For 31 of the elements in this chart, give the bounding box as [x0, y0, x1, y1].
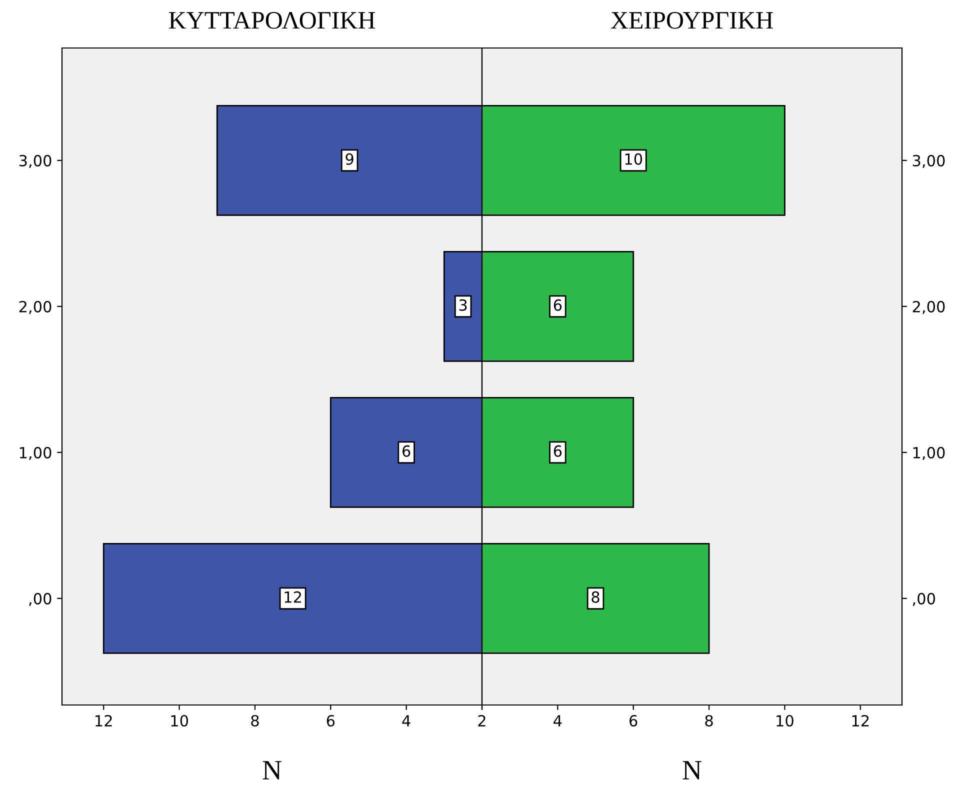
- x-tick-label: 10: [171, 714, 188, 727]
- x-axis-title: N: [262, 761, 282, 780]
- x-tick-label: 4: [402, 715, 410, 726]
- y-tick-label: 1,00: [20, 446, 52, 460]
- data-label: 6: [554, 445, 562, 457]
- x-tick-label: 4: [554, 715, 562, 726]
- y-tick-label: 3,00: [912, 154, 945, 168]
- x-tick-label: 2: [478, 714, 486, 726]
- y-tick-label: 3,00: [19, 154, 52, 168]
- y-tick-label: 2,00: [19, 300, 52, 314]
- data-label: 9: [346, 153, 354, 165]
- data-label: 3: [459, 299, 467, 311]
- x-tick-label: 8: [705, 714, 713, 727]
- x-tick-label: 8: [251, 714, 259, 727]
- chart-title: ΧΕΙΡΟΥΡΓΙΚΗ: [610, 12, 773, 29]
- x-tick-label: 12: [96, 714, 112, 726]
- data-label: 12: [284, 591, 301, 603]
- chart-title: ΚΥΤΤΑΡΟΛΟΓΙΚΗ: [168, 12, 376, 29]
- x-tick-label: 10: [776, 714, 794, 727]
- data-label: 8: [592, 591, 600, 603]
- x-tick-label: 6: [326, 714, 335, 727]
- y-tick-label: 2,00: [912, 300, 945, 314]
- y-tick-label: 1,00: [913, 446, 945, 460]
- data-label: 6: [402, 445, 410, 457]
- y-tick-label: ,00: [912, 592, 936, 606]
- x-tick-label: 6: [630, 714, 638, 727]
- x-axis-title: N: [682, 761, 702, 780]
- data-label: 6: [554, 299, 562, 311]
- x-tick-label: 12: [852, 714, 869, 726]
- data-label: 10: [625, 153, 642, 165]
- y-tick-label: ,00: [29, 592, 52, 606]
